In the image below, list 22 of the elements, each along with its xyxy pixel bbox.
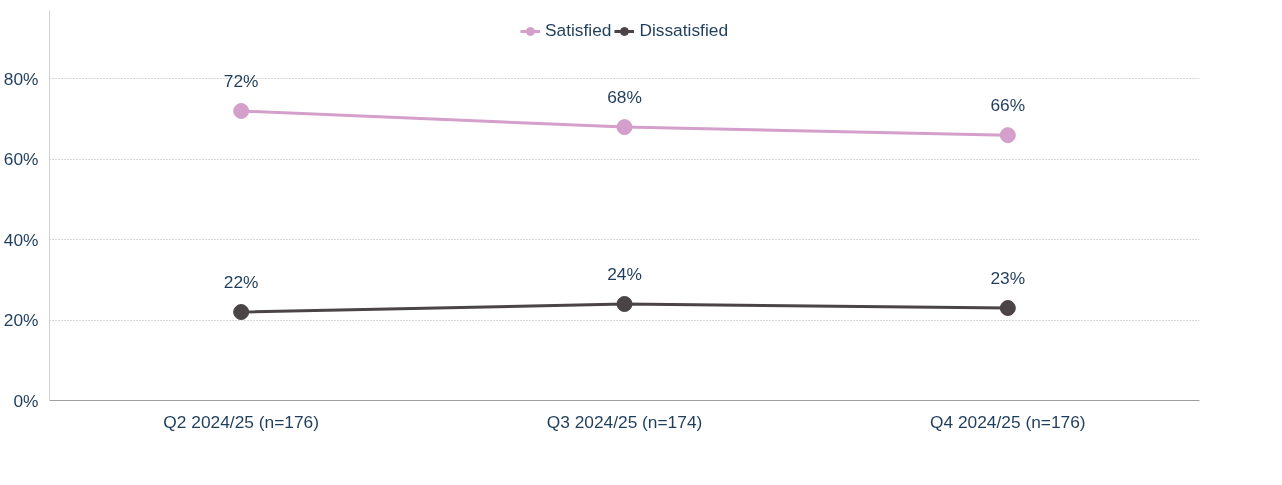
x-tick-label: Q3 2024/25 (n=174)	[546, 411, 703, 432]
point	[233, 304, 250, 321]
legend-label: Satisfied	[544, 20, 612, 41]
x-tick-label: Q2 2024/25 (n=176)	[163, 411, 319, 432]
point	[616, 296, 633, 312]
point	[233, 103, 250, 119]
data-label: 24%	[607, 264, 642, 285]
point	[999, 300, 1016, 317]
data-label: 23%	[990, 268, 1026, 289]
y-tick-label: 60%	[3, 149, 39, 170]
y-tick-label: 20%	[3, 310, 39, 331]
y-tick-label: 80%	[3, 68, 39, 89]
data-label: 22%	[223, 272, 259, 293]
y-tick-label: 40%	[3, 229, 39, 250]
data-label: 72%	[223, 71, 259, 92]
point	[616, 119, 633, 136]
point	[999, 127, 1016, 144]
y-tick-label: 0%	[13, 390, 39, 411]
x-tick-label: Q4 2024/25 (n=176)	[930, 411, 1086, 432]
data-label: 66%	[990, 95, 1026, 116]
legend-label: Dissatisfied	[639, 20, 729, 41]
data-label: 68%	[607, 87, 642, 108]
